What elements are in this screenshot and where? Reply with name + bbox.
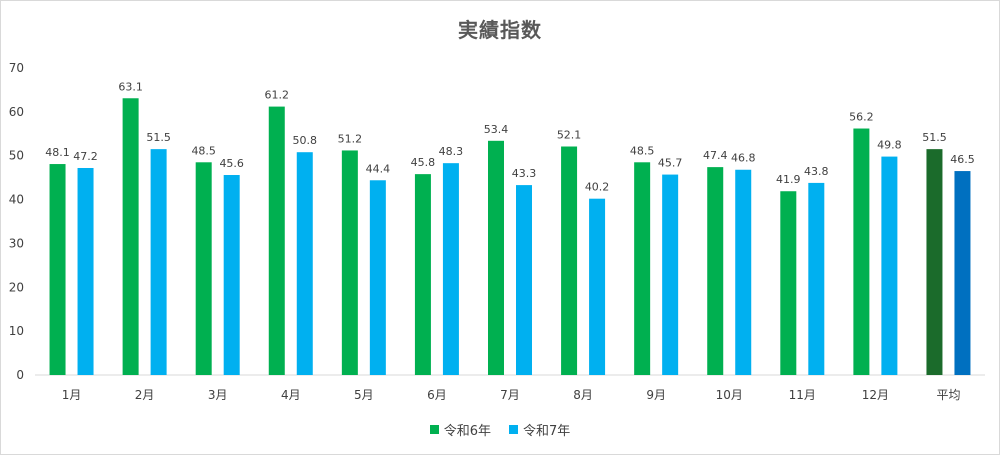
y-tick-label: 0 — [16, 368, 24, 382]
y-tick-label: 50 — [9, 149, 24, 163]
data-label-series2: 47.2 — [73, 150, 98, 163]
data-label-series2: 49.8 — [877, 139, 902, 152]
bar-series2 — [808, 182, 825, 375]
bar-series1 — [341, 150, 358, 375]
bar-series2 — [223, 175, 240, 375]
data-label-series2: 44.4 — [366, 162, 391, 175]
data-label-series1: 53.4 — [484, 123, 509, 136]
data-label-series2: 43.3 — [512, 167, 537, 180]
data-label-series1: 48.1 — [45, 146, 70, 159]
data-label-series1: 41.9 — [776, 173, 801, 186]
data-label-series1: 51.5 — [922, 131, 947, 144]
data-label-series1: 56.2 — [849, 111, 874, 124]
y-axis: 0 10 20 30 40 50 60 70 — [9, 61, 24, 382]
bar-series1 — [122, 98, 139, 376]
x-tick-label: 6月 — [427, 388, 447, 402]
legend: 令和6年 令和7年 — [0, 420, 1000, 439]
data-label-series2: 51.5 — [146, 131, 171, 144]
y-tick-label: 20 — [9, 280, 24, 294]
x-tick-label: 2月 — [135, 388, 155, 402]
x-tick-label: 3月 — [208, 388, 228, 402]
data-label-series2: 48.3 — [439, 145, 464, 158]
bar-series1 — [926, 149, 943, 375]
bar-series2 — [589, 198, 606, 375]
x-tick-label: 8月 — [573, 388, 593, 402]
x-tick-label: 11月 — [789, 388, 816, 402]
x-tick-label: 9月 — [646, 388, 666, 402]
bar-series2 — [442, 163, 459, 375]
bar-series2 — [662, 174, 679, 375]
legend-swatch-series1 — [429, 425, 439, 434]
bar-series2 — [881, 156, 898, 375]
x-tick-label: 5月 — [354, 388, 374, 402]
y-tick-label: 10 — [9, 324, 24, 338]
data-label-series1: 48.5 — [630, 144, 655, 157]
bar-series1 — [561, 146, 578, 375]
bar-series2 — [296, 152, 313, 375]
legend-label-series1: 令和6年 — [443, 424, 491, 439]
y-tick-label: 30 — [9, 236, 24, 250]
bar-series2 — [954, 171, 971, 375]
bar-series2 — [735, 169, 752, 375]
bar-series1 — [268, 106, 285, 375]
bar-series2 — [150, 149, 167, 375]
bar-series1 — [488, 140, 504, 375]
bar-series1 — [780, 191, 797, 375]
bar-series1 — [195, 162, 212, 375]
legend-swatch-series2 — [509, 425, 518, 434]
x-tick-label: 4月 — [281, 388, 301, 402]
x-tick-label: 1月 — [62, 388, 82, 402]
data-label-series2: 43.8 — [804, 165, 829, 178]
data-labels: 48.1 47.263.151.548.545.661.250.8 51.244.4… — [45, 80, 974, 193]
bar-series1 — [414, 174, 431, 375]
data-label-series2: 46.5 — [950, 153, 975, 166]
data-label-series1: 47.4 — [703, 149, 728, 162]
y-tick-label: 70 — [9, 61, 24, 75]
x-tick-label: 7月 — [500, 388, 520, 402]
legend-item-series1: 令和6年 — [429, 420, 491, 439]
chart-title: 実績指数 — [458, 18, 542, 42]
data-label-series2: 40.2 — [585, 181, 610, 194]
data-label-series1: 51.2 — [338, 132, 363, 145]
bars — [49, 98, 971, 376]
bar-series1 — [634, 162, 651, 375]
bar-series2 — [369, 180, 386, 375]
bar-series2 — [77, 167, 94, 375]
y-tick-label: 60 — [9, 105, 24, 119]
data-label-series2: 46.8 — [731, 152, 756, 165]
data-label-series2: 45.6 — [219, 157, 244, 170]
data-label-series2: 50.8 — [293, 134, 318, 147]
bar-series1 — [707, 167, 724, 375]
legend-item-series2: 令和7年 — [509, 420, 570, 439]
bar-series1 — [49, 164, 66, 375]
bar-series1 — [853, 128, 870, 375]
data-label-series2: 45.7 — [658, 157, 683, 170]
legend-label-series2: 令和7年 — [523, 424, 571, 439]
data-label-series1: 61.2 — [265, 89, 290, 102]
data-label-series1: 45.8 — [411, 156, 436, 169]
y-tick-label: 40 — [9, 193, 24, 207]
x-axis: 1月 2月 3月 4月 5月 6月 7月 8月 9月 10月 11月 12月 平均 — [35, 374, 985, 402]
bar-series2 — [516, 185, 532, 375]
x-tick-label: 平均 — [936, 388, 960, 402]
x-tick-label: 10月 — [716, 388, 743, 402]
data-label-series1: 52.1 — [557, 129, 582, 142]
data-label-series1: 48.5 — [191, 144, 216, 157]
x-tick-label: 12月 — [862, 388, 889, 402]
data-label-series1: 63.1 — [118, 80, 143, 93]
